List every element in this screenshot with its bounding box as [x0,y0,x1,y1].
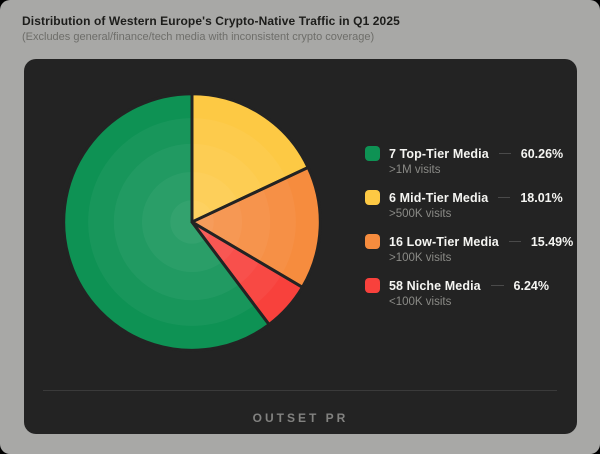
legend-percent: 60.26% [520,146,564,161]
legend-item: 6 Mid-Tier Media 18.01% >500K visits [365,190,563,221]
page-subtitle: (Excludes general/finance/tech media wit… [22,31,375,43]
page-title: Distribution of Western Europe's Crypto-… [22,14,400,28]
legend-item: 16 Low-Tier Media 15.49% >100K visits [365,234,573,265]
legend-label: 58 Niche Media [389,278,481,293]
legend-label: 6 Mid-Tier Media [389,190,489,205]
legend-swatch [365,278,380,293]
legend-sublabel: >500K visits [389,208,452,220]
legend-item-row: 16 Low-Tier Media 15.49% [365,234,573,249]
legend-sublabel: >1M visits [389,164,441,176]
legend-item-row: 7 Top-Tier Media 60.26% [365,146,563,161]
pie-slice [63,93,270,351]
legend-item: 7 Top-Tier Media 60.26% >1M visits [365,146,563,177]
pie-slice-border [62,92,271,352]
legend-leader-line [490,285,504,286]
pie-slice-border [190,92,310,224]
legend-percent: 6.24% [513,278,549,293]
legend-leader-line [508,241,521,242]
legend-swatch [365,234,380,249]
pie-slice [192,167,321,288]
legend-leader-line [498,197,511,198]
legend-percent: 15.49% [530,234,574,249]
legend-label: 7 Top-Tier Media [389,146,489,161]
legend-item: 58 Niche Media 6.24% <100K visits [365,278,549,309]
chart-panel: 7 Top-Tier Media 60.26% >1M visits 6 Mid-Ti… [24,59,577,434]
pie-chart [57,87,327,357]
legend-item-row: 6 Mid-Tier Media 18.01% [365,190,563,205]
legend-swatch [365,146,380,161]
pie-slice [192,222,303,325]
legend: 7 Top-Tier Media 60.26% >1M visits 6 Mid-Ti… [365,146,573,322]
legend-sublabel: <100K visits [389,296,452,308]
legend-swatch [365,190,380,205]
legend-percent: 18.01% [520,190,563,205]
pie-slice-border [190,220,304,326]
legend-item-row: 58 Niche Media 6.24% [365,278,549,293]
legend-leader-line [498,153,511,154]
brand-logo: OUTSET PR [252,411,349,425]
pie-chart-svg [62,92,322,352]
legend-label: 16 Low-Tier Media [389,234,499,249]
pie-slice [192,93,309,222]
footer-divider [43,390,557,391]
chart-header: Distribution of Western Europe's Crypto-… [22,14,578,44]
pie-slice-border [190,166,322,289]
legend-sublabel: >100K visits [389,252,452,264]
